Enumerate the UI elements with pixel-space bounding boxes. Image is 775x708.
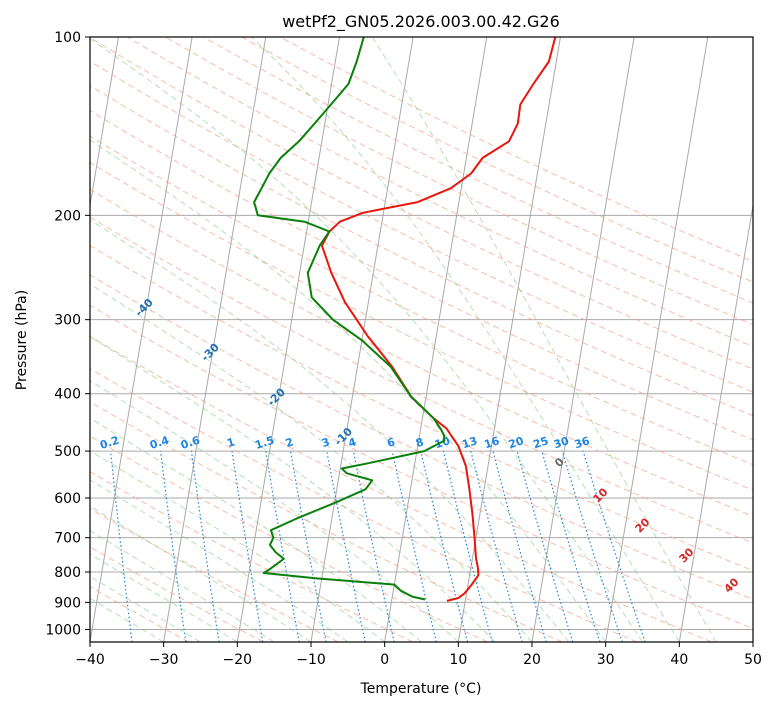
y-tick-label: 200: [54, 208, 81, 224]
moist-adiabat-line: [90, 336, 496, 642]
mixing-ratio-line: [420, 450, 469, 642]
mixing-ratio-label: 8: [414, 435, 425, 450]
y-tick-label: 700: [54, 531, 81, 547]
mixing-ratio-label: 1: [225, 435, 236, 450]
mixing-ratio-label: 1.5: [253, 434, 276, 452]
isotherm-line: [384, 37, 488, 642]
mixing-ratio-line: [561, 450, 623, 642]
mixing-ratio-label: 0.2: [98, 434, 121, 452]
mixing-ratio-label: 4: [347, 435, 359, 450]
moist-adiabat-line: [90, 597, 164, 642]
dry-adiabat-line: [241, 37, 753, 283]
x-tick-label: 10: [449, 652, 467, 668]
x-tick-label: 20: [523, 652, 541, 668]
y-tick-label: 300: [54, 313, 81, 329]
moist-adiabat-line: [90, 380, 459, 642]
mixing-ratio-line: [190, 451, 220, 642]
series-layer: [253, 37, 557, 602]
mixing-ratio-label: 20: [507, 434, 526, 451]
mixing-ratio-line: [582, 450, 646, 642]
moist-adiabat-line: [251, 37, 680, 642]
isotherm-line: [90, 37, 119, 209]
chart-title: wetPf2_GN05.2026.003.00.42.G26: [282, 12, 560, 32]
y-tick-label: 400: [54, 387, 81, 403]
y-axis-label: Pressure (hPa): [14, 290, 30, 390]
isotherm-line: [163, 37, 267, 642]
y-tick-label: 100: [54, 30, 81, 46]
mixing-ratio-line: [160, 451, 187, 642]
temperature-profile-line: [320, 37, 557, 602]
moist-adiabat-line: [90, 219, 570, 642]
isotherm-line: [605, 37, 709, 642]
y-tick-label: 500: [54, 444, 81, 460]
mixing-ratio-line: [516, 450, 574, 642]
moist-adiabat-line: [90, 139, 607, 642]
y-tick-label: 800: [54, 565, 81, 581]
moist-adiabat-line: [90, 575, 201, 642]
mixing-ratio-label: 0.4: [148, 433, 171, 451]
tick-layer: −40 −30 −20 −10 0 10 20 30 40 5010020030040050060…: [45, 30, 762, 668]
mixing-ratio-line: [110, 451, 133, 642]
mixing-ratio-line: [442, 450, 493, 642]
isotherm-line: [236, 37, 340, 642]
mixing-ratio-label: 6: [385, 435, 397, 450]
mixing-ratio-label: 25: [531, 434, 550, 451]
y-tick-label: 600: [54, 491, 81, 507]
dry-adiabat-line: [165, 37, 753, 326]
isotherm-line: [678, 202, 753, 642]
mixing-ratio-line: [391, 450, 437, 642]
x-tick-label: −30: [149, 652, 179, 668]
moist-adiabat-line: [90, 479, 349, 642]
mixing-ratio-line: [492, 450, 547, 642]
dry-adiabat-line: [90, 401, 563, 642]
mixing-ratio-label: 2: [284, 435, 295, 450]
mixing-ratio-line: [541, 450, 601, 642]
label-layer: 0.10.20.40.611.52346810131620253036-100-…: [90, 251, 742, 596]
mixing-ratio-label: 36: [573, 434, 592, 451]
dry-adiabat-line: [90, 85, 753, 417]
y-tick-label: 900: [54, 595, 81, 611]
moist-adiabat-line: [90, 450, 386, 642]
mixing-ratio-label: 16: [483, 434, 502, 451]
moist-adiabat-line: [90, 530, 275, 642]
isotherm-line: [531, 37, 635, 642]
dry-adiabat-line: [90, 304, 753, 630]
moist-adiabat-line: [371, 37, 717, 642]
mixing-ratio-label: 0.6: [179, 433, 202, 451]
dry-adiabat-line: [127, 37, 753, 348]
dry-adiabat-line: [90, 367, 638, 642]
x-tick-label: −40: [75, 652, 105, 668]
mixing-ratio-line: [290, 451, 327, 642]
mixing-ratio-label: 3: [320, 435, 331, 450]
mixing-ratio-line: [326, 450, 366, 642]
mixing-ratio-line: [352, 450, 395, 642]
y-tick-label: 1000: [45, 622, 81, 638]
mixing-ratio-label: 10: [433, 434, 452, 451]
plot-frame: [89, 36, 754, 643]
dry-adiabat-line: [90, 60, 753, 393]
mixing-ratio-line: [470, 450, 523, 642]
dry-adiabat-line: [90, 161, 753, 491]
x-tick-label: 40: [670, 652, 688, 668]
dry-adiabat-line: [90, 188, 753, 517]
x-tick-label: 30: [597, 652, 615, 668]
x-axis-label: Temperature (°C): [360, 681, 482, 697]
grid-layer: [90, 37, 753, 642]
x-tick-label: 50: [744, 652, 762, 668]
moist-adiabat-line: [90, 553, 238, 642]
dry-adiabat-line: [90, 216, 753, 544]
x-tick-label: −10: [296, 652, 326, 668]
dry-adiabat-line: [90, 435, 488, 642]
x-tick-label: −20: [223, 652, 253, 668]
dry-adiabat-line: [90, 507, 339, 642]
dry-adiabat-line: [90, 245, 753, 572]
dry-adiabat-line: [90, 135, 753, 466]
dewpoint-profile-line: [253, 37, 446, 601]
mixing-ratio-label: 13: [460, 434, 479, 451]
mixing-ratio-label: 30: [552, 434, 571, 451]
dry-adiabat-line: [90, 274, 753, 600]
x-tick-label: 0: [380, 652, 389, 668]
moist-adiabat-line: [90, 38, 643, 642]
